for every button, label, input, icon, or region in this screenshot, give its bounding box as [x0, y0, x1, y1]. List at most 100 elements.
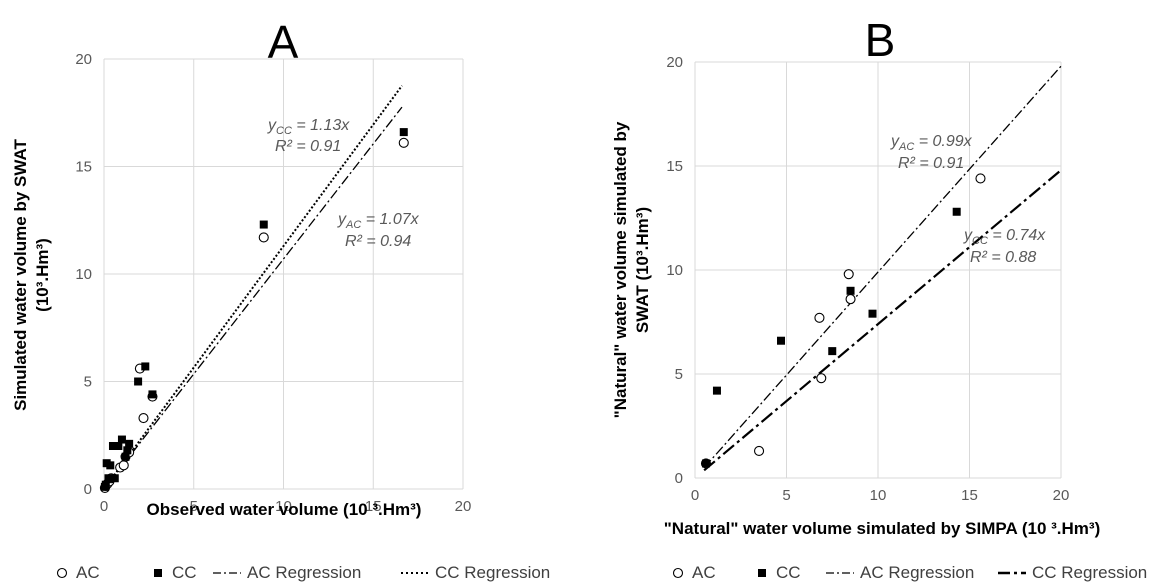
x-tick-label: 0: [100, 498, 108, 515]
x-tick-label: 20: [1053, 487, 1070, 504]
data-point-ac: [975, 173, 986, 184]
legend-cc-regression-label: CC Regression: [1032, 563, 1147, 582]
legend-ac-label: AC: [692, 563, 716, 582]
chart-title: A: [268, 16, 299, 68]
data-point-cc: [125, 439, 134, 448]
y-tick-label: 10: [75, 266, 92, 283]
legend-ac-label: AC: [76, 563, 100, 582]
data-point-ac: [814, 312, 825, 323]
series-cc: [701, 207, 961, 468]
data-point-cc: [134, 377, 143, 386]
regression-annotation: yCC = 0.74x: [963, 227, 1046, 247]
x-tick-label: 15: [961, 487, 978, 504]
legend-ac-regression-label: AC Regression: [860, 563, 974, 582]
panel-b: 0 5 10 15 20 0 5 10 15 20 B "Natural" water volume …: [611, 14, 1100, 538]
data-point-cc: [104, 474, 113, 483]
annotation-y: y: [267, 117, 277, 134]
legend-cc-symbol: [758, 569, 766, 577]
annotation-y: y: [337, 211, 347, 228]
data-point-cc: [701, 459, 710, 468]
regression-annotation: R² = 0.91: [275, 138, 341, 155]
data-point-ac: [138, 412, 149, 424]
y-axis-title-line1: "Natural" water volume simulated by: [611, 121, 630, 418]
data-point-cc: [712, 386, 721, 395]
data-point-cc: [114, 442, 123, 450]
regression-annotation: yCC = 1.13x: [267, 117, 350, 137]
data-point-cc: [148, 390, 157, 399]
x-tick-label: 0: [691, 487, 699, 504]
data-point-cc: [868, 309, 877, 318]
y-tick-label: 0: [84, 481, 92, 498]
chart-title: B: [865, 14, 896, 66]
legend-ac-symbol: [56, 567, 68, 579]
regression-line-cc-regression: [108, 85, 403, 483]
data-point-cc: [828, 347, 837, 356]
series-ac: [700, 173, 986, 469]
data-point-cc: [106, 461, 115, 470]
data-point-cc: [117, 435, 126, 444]
annotation-subscript: CC: [972, 235, 988, 247]
regression-line-cc-regression: [703, 169, 1062, 472]
y-tick-label: 20: [75, 51, 92, 68]
gridlines: [694, 61, 1062, 479]
x-tick-label: 10: [275, 498, 292, 515]
series-cc: [100, 128, 408, 491]
y-tick-label: 15: [666, 158, 683, 175]
data-point-ac: [118, 460, 129, 471]
annotation-equation: = 1.13x: [292, 117, 350, 134]
regression-line-ac-regression: [703, 65, 1062, 469]
legend-ac-symbol: [672, 567, 684, 579]
regression-annotation: R² = 0.94: [345, 233, 411, 250]
series-ac: [99, 137, 409, 493]
legend-cc-label: CC: [172, 563, 197, 582]
data-point-ac: [258, 232, 269, 243]
y-axis-title-line1: Simulated water volume by SWAT: [11, 139, 30, 411]
annotation-y: y: [890, 133, 900, 150]
regression-annotation: yAC = 1.07x: [337, 211, 420, 231]
x-tick-label: 15: [365, 498, 382, 515]
regression-line-ac-regression: [108, 106, 403, 483]
data-point-cc: [952, 207, 961, 216]
annotation-equation: = 0.99x: [914, 133, 972, 150]
data-point-ac: [816, 373, 827, 384]
data-point-cc: [399, 128, 408, 137]
data-point-cc: [141, 362, 150, 371]
data-point-ac: [845, 294, 856, 305]
data-point-ac: [398, 137, 409, 148]
y-tick-label: 10: [666, 262, 683, 279]
regression-annotation: R² = 0.88: [970, 249, 1036, 266]
y-tick-label: 5: [675, 366, 683, 383]
legend-b: AC CC AC Regression CC Regression: [672, 563, 1147, 582]
legend-ac-regression-label: AC Regression: [247, 563, 361, 582]
data-point-cc: [259, 220, 268, 229]
y-axis-title: "Natural" water volume simulated by SWAT …: [611, 121, 652, 418]
data-point-cc: [777, 336, 786, 345]
data-point-ac: [843, 269, 854, 280]
legend-a: AC CC AC Regression CC Regression: [56, 563, 550, 582]
x-tick-label: 5: [782, 487, 790, 504]
x-tick-label: 10: [870, 487, 887, 504]
data-point-cc: [123, 446, 132, 455]
data-point-cc: [101, 480, 110, 489]
y-tick-label: 20: [666, 54, 683, 71]
data-point-cc: [108, 442, 117, 450]
annotation-y: y: [963, 227, 973, 244]
data-point-cc: [110, 474, 119, 483]
y-tick-label: 0: [675, 470, 683, 487]
y-tick-label: 5: [84, 374, 92, 391]
y-axis-title-line2: SWAT (10³.Hm³): [633, 207, 652, 333]
regression-annotation: yAC = 0.99x: [890, 133, 973, 153]
data-point-ac: [753, 445, 765, 457]
x-axis-title: Observed water volume (10 ³.Hm³): [147, 500, 422, 519]
regression-annotation: R² = 0.91: [898, 155, 964, 172]
data-point-cc: [121, 452, 130, 461]
panel-a: 0 5 10 15 20 0 5 10 15 20 A Observed water volume (…: [11, 16, 471, 519]
x-tick-label: 20: [455, 498, 472, 515]
y-tick-label: 15: [75, 159, 92, 176]
annotation-equation: = 1.07x: [361, 211, 419, 228]
data-point-cc: [846, 286, 855, 295]
y-axis-title-line2: (10³.Hm³): [33, 238, 52, 312]
annotation-subscript: CC: [276, 125, 292, 137]
legend-cc-symbol: [154, 569, 162, 577]
